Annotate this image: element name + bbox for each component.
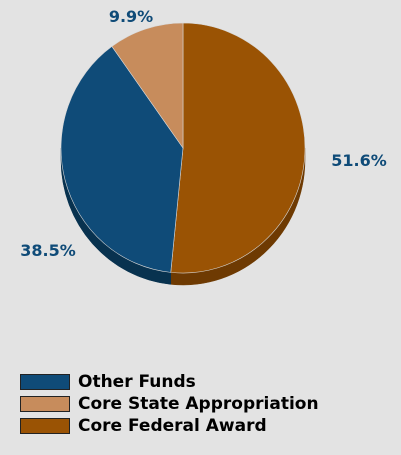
- pie-value-label-0: 51.6%: [331, 151, 387, 170]
- legend: Other Funds Core State Appropriation Core …: [20, 371, 390, 437]
- legend-label: Other Funds: [78, 372, 196, 392]
- pie-slice-0: [170, 22, 306, 274]
- pie-slice-1: [60, 45, 184, 273]
- pie-slice-2: [111, 22, 184, 149]
- legend-swatch: [20, 418, 70, 434]
- pie-value-label-1: 38.5%: [20, 241, 76, 260]
- legend-item-0: Other Funds: [20, 371, 390, 393]
- legend-label: Core State Appropriation: [78, 394, 319, 414]
- legend-swatch: [20, 396, 70, 412]
- pie-value-label-2: 9.9%: [109, 7, 153, 26]
- legend-swatch: [20, 374, 70, 390]
- legend-label: Core Federal Award: [78, 416, 267, 436]
- legend-item-2: Core Federal Award: [20, 415, 390, 437]
- legend-item-1: Core State Appropriation: [20, 393, 390, 415]
